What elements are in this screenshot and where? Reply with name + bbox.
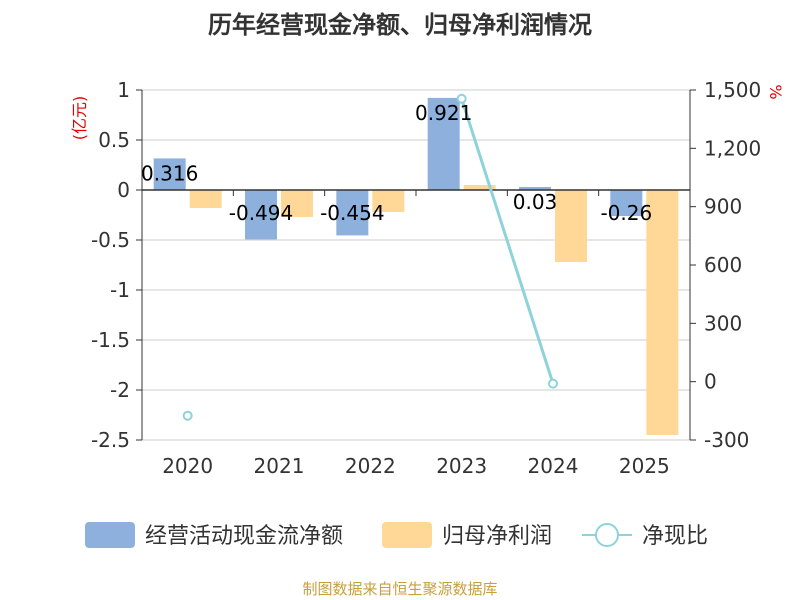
ratio-line-segment [460, 98, 555, 385]
gridlines [142, 89, 690, 441]
bar-profit [281, 190, 313, 217]
legend-label-cashflow: 经营活动现金流净额 [145, 524, 343, 549]
legend-swatch-cashflow [85, 522, 135, 548]
ratio-point [456, 93, 467, 104]
x-tick-label: 2020 [162, 454, 213, 478]
x-tick-label: 2022 [345, 454, 396, 478]
x-tick-label: 2023 [436, 454, 487, 478]
axes [141, 90, 691, 440]
bar-profit [555, 190, 587, 262]
right-tick-label: 0 [704, 370, 717, 394]
data-label-cashflow: 0.316 [141, 161, 198, 185]
legend-label-ratio: 净现比 [642, 524, 708, 549]
data-label-cashflow: -0.494 [229, 201, 293, 225]
chart-title: 历年经营现金净额、归母净利润情况 [208, 11, 592, 39]
right-tick-label: 1,500 [704, 78, 761, 102]
data-label-cashflow: 0.921 [415, 101, 472, 125]
left-tick-label: -1.5 [91, 328, 130, 352]
bars [153, 97, 679, 435]
bar-profit [463, 185, 496, 190]
legend-swatch-ratio-marker [595, 523, 619, 547]
right-tick-label: 300 [704, 311, 742, 335]
left-axis-ticks: 1 0.5 0 -0.5 -1 -1.5 -2 -2.5 [91, 78, 142, 452]
bar-cashflow [427, 97, 460, 190]
legend-swatch-profit [382, 522, 432, 548]
bar-profit [189, 190, 222, 208]
legend: 经营活动现金流净额 归母净利润 净现比 [85, 522, 708, 549]
left-tick-label: -0.5 [91, 228, 130, 252]
right-axis-unit: % [766, 84, 785, 99]
bar-cashflow [153, 158, 186, 190]
x-axis-labels: 2020 2021 2022 2023 2024 2025 [162, 454, 670, 478]
bar-cashflow [519, 187, 551, 190]
x-tick-label: 2021 [254, 454, 305, 478]
left-tick-label: -2.5 [91, 428, 130, 452]
data-label-cashflow: -0.454 [320, 201, 384, 225]
ratio-point [182, 410, 193, 421]
ratio-line [182, 93, 558, 421]
data-labels: 0.316 -0.494 -0.454 0.921 0.03 -0.26 [141, 101, 652, 225]
left-tick-label: 0 [117, 178, 130, 202]
left-tick-label: 0.5 [98, 128, 130, 152]
ratio-point [548, 378, 558, 389]
right-tick-label: 600 [704, 253, 742, 277]
bar-cashflow [610, 190, 643, 216]
x-tick-label: 2025 [619, 454, 670, 478]
bar-profit [646, 190, 679, 435]
right-tick-label: 900 [704, 195, 742, 219]
right-axis-ticks: 1,500 1,200 900 600 300 0 -300 [690, 78, 761, 452]
left-tick-label: -1 [110, 278, 130, 302]
left-tick-label: -2 [110, 378, 130, 402]
right-tick-label: -300 [704, 428, 749, 452]
legend-label-profit: 归母净利润 [442, 524, 552, 549]
bar-profit [372, 190, 405, 212]
bar-cashflow [245, 190, 277, 240]
data-label-cashflow: 0.03 [513, 190, 558, 214]
source-note: 制图数据来自恒生聚源数据库 [302, 580, 497, 598]
left-axis-unit: (亿元) [70, 96, 89, 141]
bar-cashflow [336, 190, 369, 236]
left-tick-label: 1 [117, 78, 130, 102]
data-label-cashflow: -0.26 [600, 201, 652, 225]
right-tick-label: 1,200 [704, 136, 761, 160]
x-tick-label: 2024 [528, 454, 579, 478]
